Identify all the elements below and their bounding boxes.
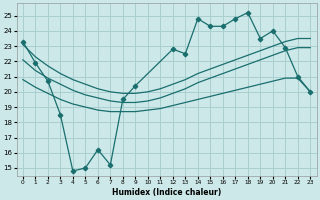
X-axis label: Humidex (Indice chaleur): Humidex (Indice chaleur) <box>112 188 221 197</box>
